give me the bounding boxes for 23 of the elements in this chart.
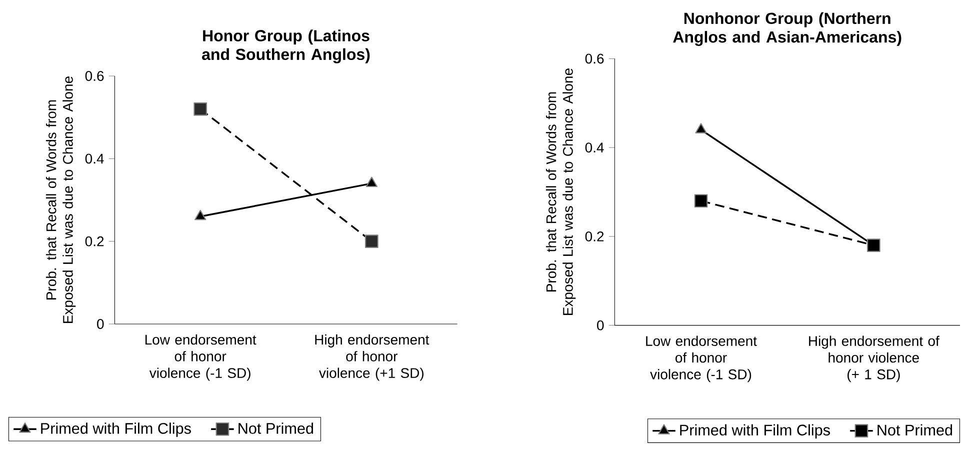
x-tick-label: High endorsement of honor violence (+ 1 SD) xyxy=(809,336,940,382)
y-tick-label: 0.4 xyxy=(585,142,604,153)
legend-label: Primed with Film Clips xyxy=(41,422,191,437)
y-tick-label: 0.2 xyxy=(585,231,604,242)
legend-label: Not Primed xyxy=(878,424,952,436)
point xyxy=(694,194,708,208)
x-tick-label: High endorsement of honor violence (+1 SD) xyxy=(315,334,430,381)
y-axis-title: Prob. that Recall of Words from Exposed List was due to Chance Alone xyxy=(46,76,76,323)
chart-title: Honor Group (Latinos and Southern Anglos) xyxy=(202,30,370,64)
y-tick-label: 0.2 xyxy=(85,236,104,246)
y-tick-label: 0 xyxy=(597,320,604,330)
point xyxy=(867,238,880,252)
y-tick-label: 0.6 xyxy=(85,71,104,81)
y-axis-title: Prob. that Recall of Words from Exposed List was due to Chance Alone xyxy=(546,68,576,315)
legend-label: Primed with Film Clips xyxy=(680,424,830,439)
x-tick-label: Low endorsement of honor violence (-1 SD) xyxy=(646,336,757,382)
y-tick-label: 0 xyxy=(97,319,104,329)
y-tick-label: 0.4 xyxy=(85,154,104,164)
x-tick-label: Low endorsement of honor violence (-1 SD) xyxy=(145,334,256,381)
y-tick-label: 0.6 xyxy=(585,54,604,64)
legend-label: Not Primed xyxy=(238,422,314,434)
point xyxy=(194,102,208,116)
chart-title: Nonhonor Group (Northern Anglos and Asian-Americans) xyxy=(673,12,902,46)
